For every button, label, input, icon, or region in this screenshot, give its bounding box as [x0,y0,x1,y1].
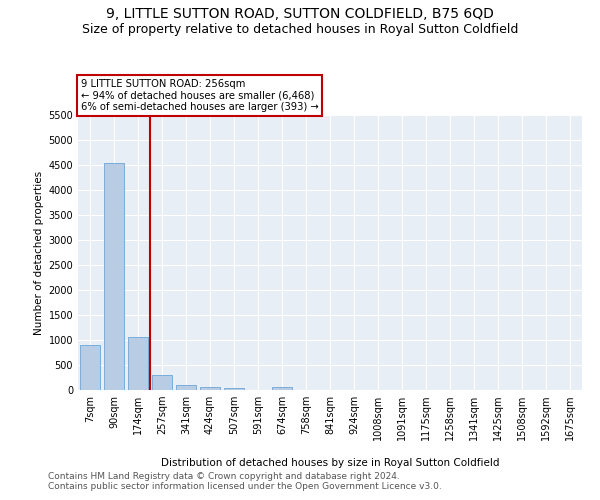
Bar [200,386,220,390]
Text: 9, LITTLE SUTTON ROAD, SUTTON COLDFIELD, B75 6QD: 9, LITTLE SUTTON ROAD, SUTTON COLDFIELD,… [106,8,494,22]
Bar [272,387,292,390]
Bar [152,375,172,390]
Bar [176,385,196,390]
Bar [80,345,100,390]
Bar [128,337,148,390]
Y-axis label: Number of detached properties: Number of detached properties [34,170,44,334]
Text: Size of property relative to detached houses in Royal Sutton Coldfield: Size of property relative to detached ho… [82,22,518,36]
Text: 9 LITTLE SUTTON ROAD: 256sqm
← 94% of detached houses are smaller (6,468)
6% of : 9 LITTLE SUTTON ROAD: 256sqm ← 94% of de… [80,79,318,112]
Bar [104,162,124,390]
Text: Distribution of detached houses by size in Royal Sutton Coldfield: Distribution of detached houses by size … [161,458,499,468]
Bar [224,388,244,390]
Text: Contains HM Land Registry data © Crown copyright and database right 2024.: Contains HM Land Registry data © Crown c… [48,472,400,481]
Text: Contains public sector information licensed under the Open Government Licence v3: Contains public sector information licen… [48,482,442,491]
